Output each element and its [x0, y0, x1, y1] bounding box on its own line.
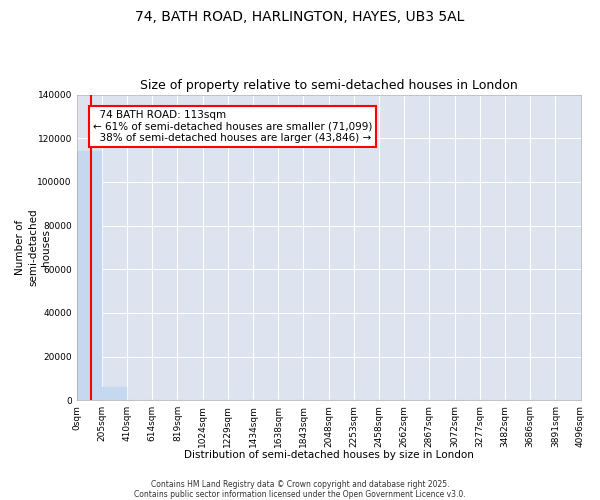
Text: 74 BATH ROAD: 113sqm
← 61% of semi-detached houses are smaller (71,099)
  38% of: 74 BATH ROAD: 113sqm ← 61% of semi-detac… — [93, 110, 372, 143]
Text: Contains HM Land Registry data © Crown copyright and database right 2025.
Contai: Contains HM Land Registry data © Crown c… — [134, 480, 466, 499]
Bar — [102, 387, 127, 400]
Title: Size of property relative to semi-detached houses in London: Size of property relative to semi-detach… — [140, 79, 517, 92]
Y-axis label: Number of
semi-detached
houses: Number of semi-detached houses — [15, 208, 52, 286]
Text: 74, BATH ROAD, HARLINGTON, HAYES, UB3 5AL: 74, BATH ROAD, HARLINGTON, HAYES, UB3 5A… — [136, 10, 464, 24]
X-axis label: Distribution of semi-detached houses by size in London: Distribution of semi-detached houses by … — [184, 450, 473, 460]
Bar — [77, 152, 102, 400]
